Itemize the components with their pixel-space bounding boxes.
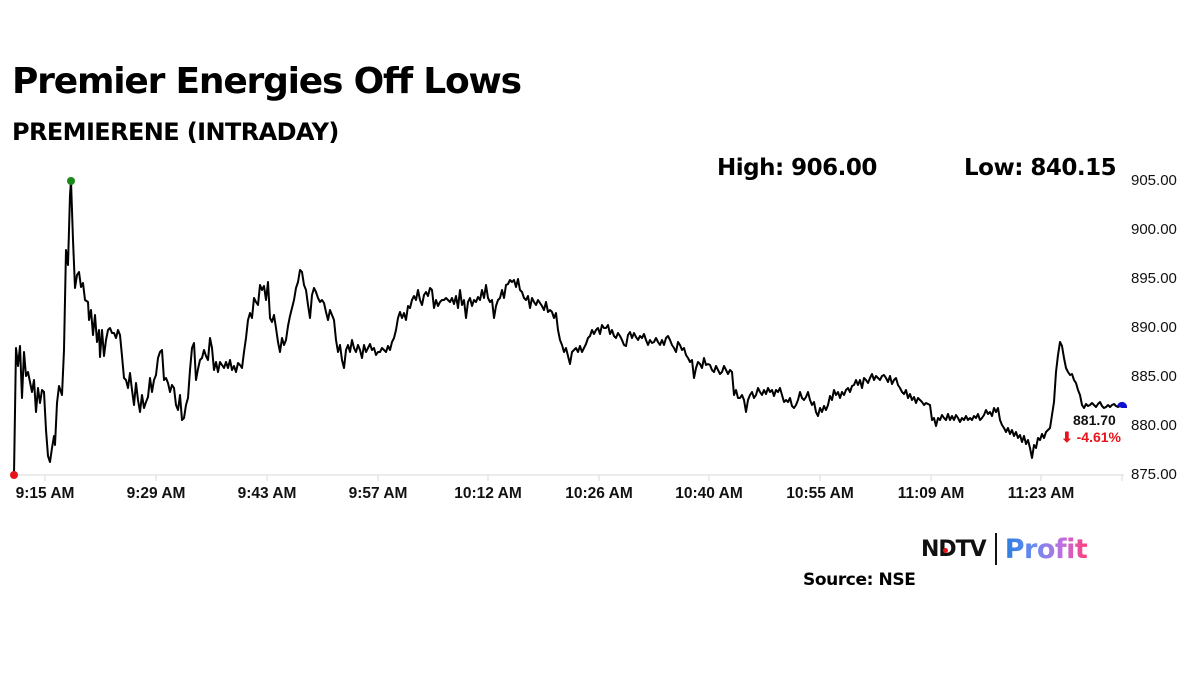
- ndtv-text: NDTV: [921, 536, 987, 562]
- red-dot-icon: [943, 547, 948, 553]
- x-tick: 11:23 AM: [1007, 485, 1075, 502]
- ndtv-profit-logo: NDTV Profit: [921, 532, 1088, 566]
- x-tick: 10:12 AM: [454, 485, 522, 502]
- source-note: Source: NSE: [803, 570, 916, 590]
- ndtv-wordmark: NDTV: [921, 536, 987, 562]
- high-marker: [67, 177, 75, 185]
- low-stat: Low: 840.15: [964, 155, 1117, 181]
- x-tick: 10:40 AM: [675, 485, 743, 502]
- x-tick: 9:43 AM: [237, 485, 297, 502]
- x-tick: 10:55 AM: [786, 485, 854, 502]
- x-tick: 11:09 AM: [897, 485, 965, 502]
- y-tick: 900.00: [1131, 221, 1177, 238]
- last-price-marker: [1117, 401, 1128, 408]
- x-tick: 9:15 AM: [15, 485, 75, 502]
- x-tick: 9:57 AM: [348, 485, 408, 502]
- y-tick: 885.00: [1131, 368, 1177, 385]
- y-tick: 905.00: [1131, 172, 1177, 189]
- profit-wordmark: Profit: [1004, 533, 1088, 565]
- y-tick: 890.00: [1131, 319, 1177, 336]
- chart-subtitle: PREMIERENE (INTRADAY): [12, 118, 339, 146]
- last-change-label: ⬇ -4.61%: [1061, 429, 1121, 445]
- y-tick: 895.00: [1131, 270, 1177, 287]
- chart-title: Premier Energies Off Lows: [12, 61, 522, 102]
- logo-divider: [994, 533, 997, 565]
- y-tick: 880.00: [1131, 417, 1177, 434]
- x-axis-ticks: [44, 475, 1123, 481]
- x-tick: 9:29 AM: [126, 485, 186, 502]
- low-marker: [10, 471, 18, 479]
- price-line: [13, 180, 1123, 476]
- last-price-label: 881.70: [1073, 412, 1116, 428]
- x-tick: 10:26 AM: [565, 485, 633, 502]
- high-stat: High: 906.00: [717, 155, 877, 181]
- y-tick: 875.00: [1131, 466, 1177, 483]
